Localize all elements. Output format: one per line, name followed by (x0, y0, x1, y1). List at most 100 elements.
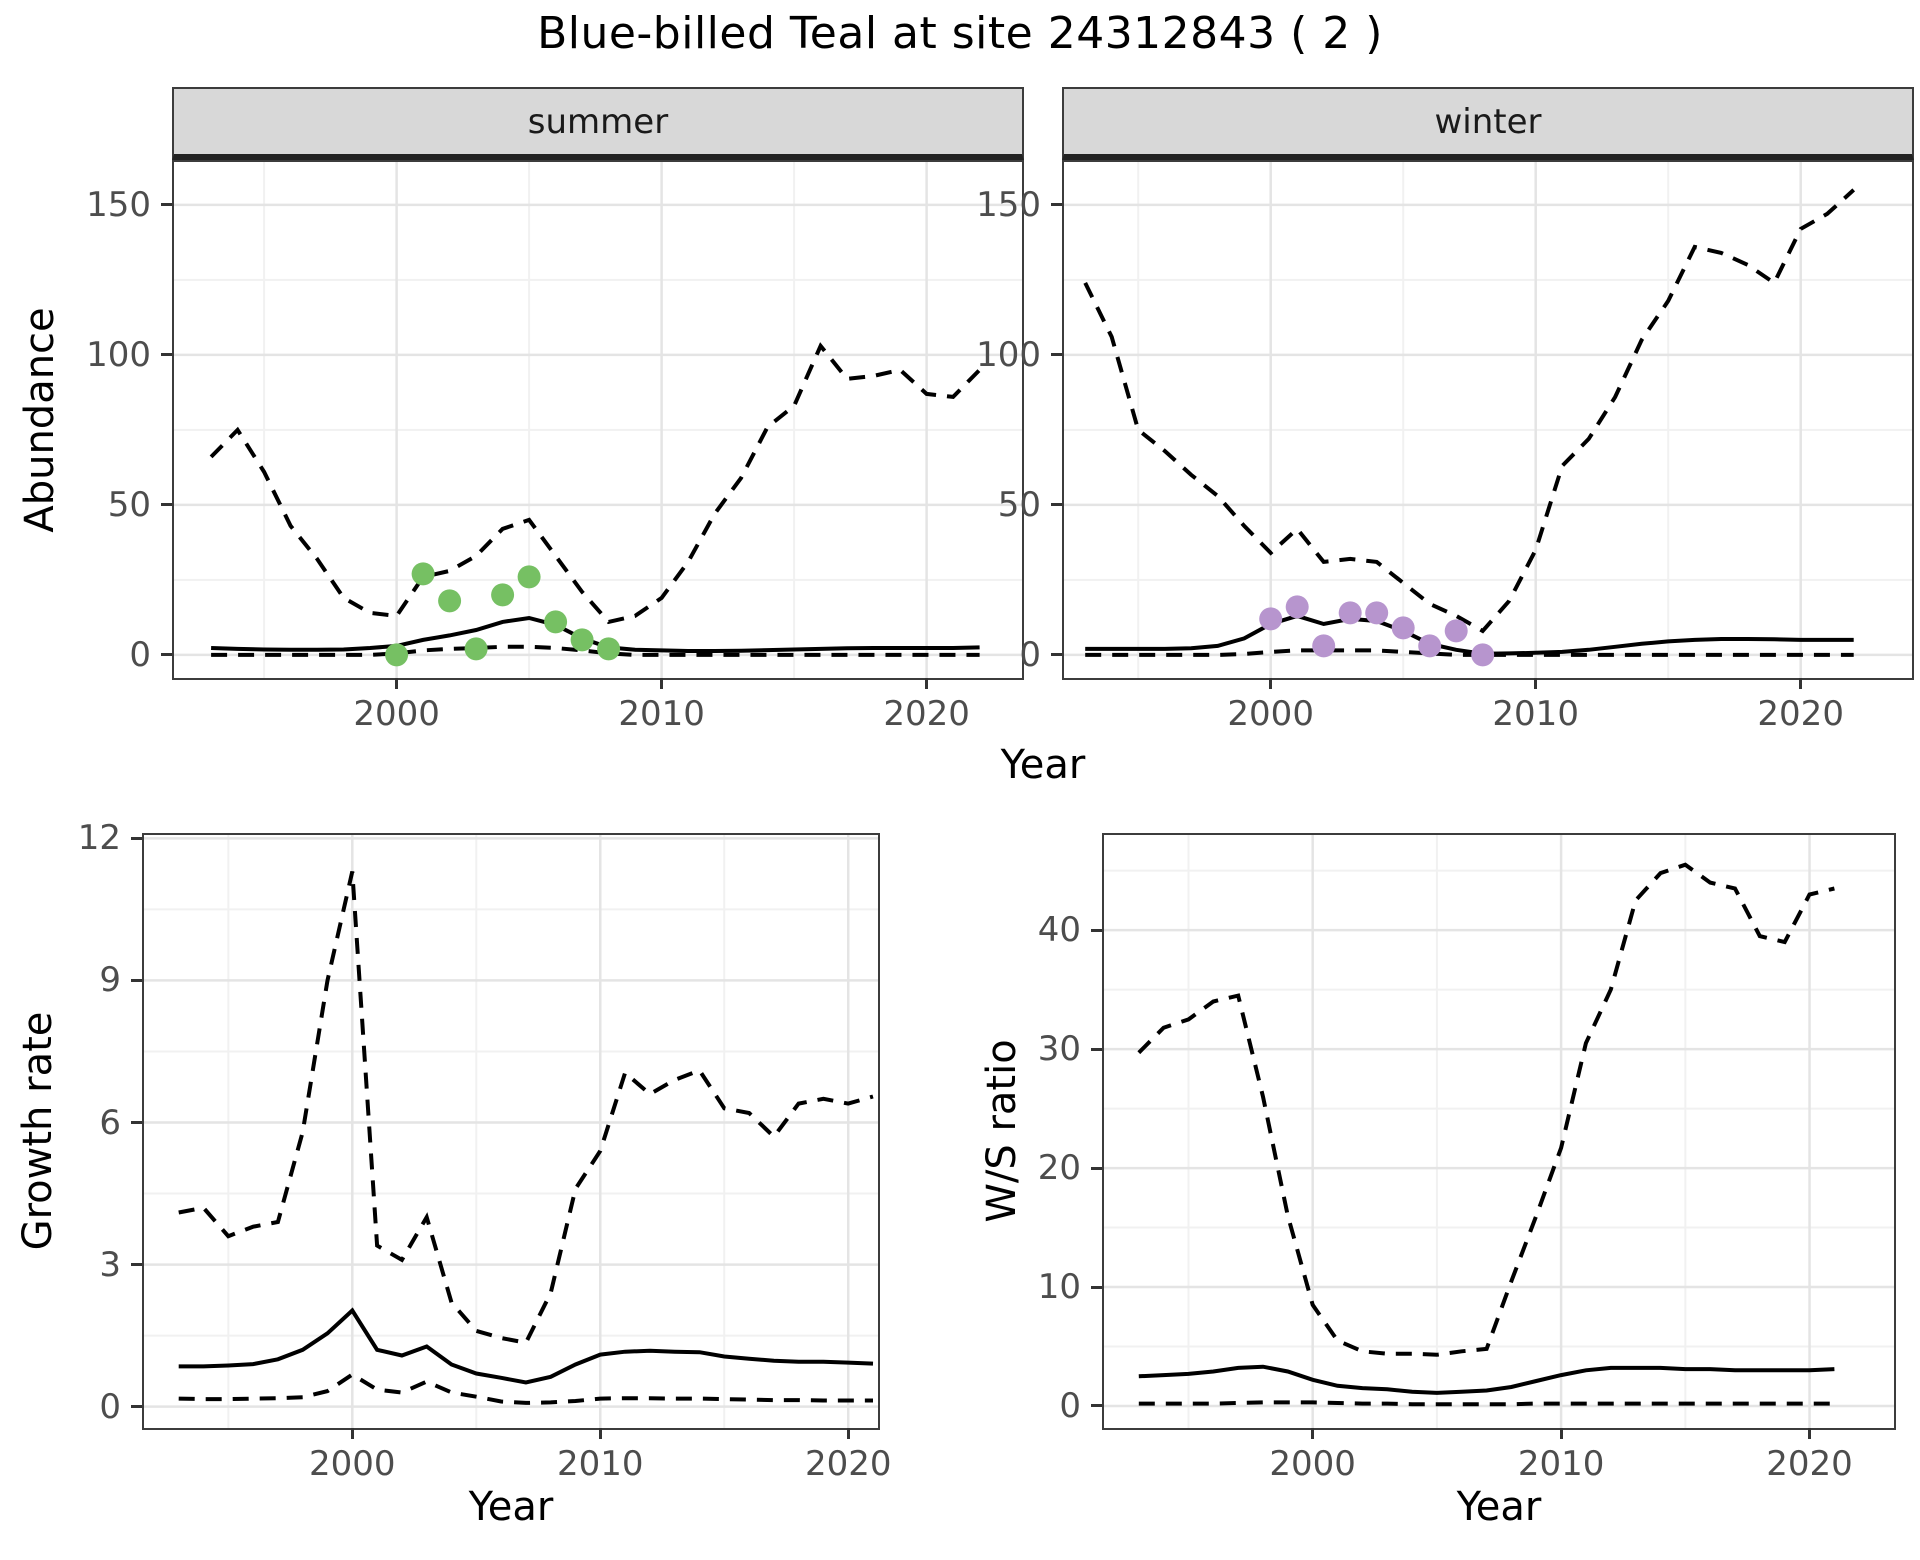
summer_observations-point (411, 562, 435, 586)
y-tick-mark (161, 653, 172, 657)
winter_observations-point (1365, 601, 1389, 625)
y-tick-label: 0 (129, 634, 151, 675)
y-tick-label: 50 (997, 484, 1041, 525)
winter_observations-point (1285, 595, 1309, 619)
y-tick-mark (1051, 353, 1062, 357)
summer_observations-point (517, 565, 541, 589)
summer_observations-point (464, 637, 488, 661)
x-tick-mark (846, 1428, 850, 1439)
x-tick-label: 2010 (1492, 694, 1579, 734)
x-tick-mark (598, 1428, 602, 1439)
winter_observations-point (1418, 634, 1442, 658)
x-tick-label: 2020 (804, 1444, 892, 1484)
y-tick-label: 150 (976, 184, 1041, 225)
winter-lower_ci-line (1085, 648, 1854, 657)
growth-lower_ci-line (178, 1372, 873, 1405)
x-tick-label: 2000 (309, 1444, 396, 1484)
y-tick-label: 12 (77, 818, 121, 859)
x-tick-label: 2010 (557, 1444, 644, 1484)
growth-estimate-line (178, 1307, 874, 1385)
facet-strip-winter-label: winter (1434, 101, 1542, 142)
x-tick-mark (395, 678, 399, 689)
summer-lower_ci-line (211, 644, 980, 657)
y-tick-mark (1091, 928, 1102, 932)
y-tick-mark (1051, 203, 1062, 207)
x-axis-title-year-top: Year (1000, 742, 1086, 788)
summer_observations-point (491, 583, 515, 607)
y-tick-mark (1091, 1166, 1102, 1170)
summer-upper_ci-line (209, 342, 982, 625)
winter_observations-point (1338, 601, 1362, 625)
y-tick-mark (131, 1121, 142, 1124)
y-tick-mark (1051, 503, 1062, 507)
y-tick-mark (1091, 1047, 1102, 1051)
y-tick-label: 20 (1037, 1148, 1081, 1189)
y-tick-label: 30 (1037, 1029, 1081, 1070)
ws-estimate-line (1138, 1364, 1835, 1395)
x-tick-label: 2020 (1766, 1444, 1853, 1484)
y-tick-label: 150 (86, 184, 151, 225)
x-tick-mark (1799, 678, 1803, 689)
ws-lower_ci-line (1138, 1400, 1835, 1407)
y-tick-label: 9 (99, 960, 121, 1001)
winter-upper_ci-line (1083, 188, 1856, 634)
panel-growth-rate (142, 833, 880, 1430)
facet-strip-summer-label: summer (527, 101, 669, 142)
chart-svg-summer (174, 162, 1022, 678)
x-tick-mark (1269, 678, 1273, 689)
y-tick-mark (161, 503, 172, 507)
y-tick-mark (131, 978, 142, 982)
y-tick-label: 40 (1037, 910, 1081, 951)
facet-strip-summer: summer (172, 87, 1024, 160)
y-tick-mark (131, 1405, 142, 1409)
chart-svg-ws (1104, 835, 1894, 1428)
y-tick-mark (131, 836, 142, 840)
x-tick-label: 2020 (883, 694, 970, 734)
y-tick-label: 6 (99, 1102, 121, 1143)
y-tick-label: 0 (99, 1386, 121, 1427)
x-tick-label: 2000 (1227, 694, 1314, 734)
facet-strip-winter: winter (1062, 87, 1914, 160)
winter-estimate-line (1085, 613, 1854, 656)
x-tick-label: 2000 (1269, 1444, 1356, 1484)
panel-abundance-summer (172, 160, 1024, 680)
panel-abundance-winter (1062, 160, 1914, 680)
growth-upper_ci-line (178, 871, 874, 1345)
y-tick-label: 10 (1037, 1267, 1081, 1308)
panel-ws-ratio (1102, 833, 1896, 1430)
x-tick-label: 2010 (618, 694, 705, 734)
summer_observations-point (570, 628, 594, 652)
y-tick-mark (1051, 653, 1062, 657)
winter_observations-point (1312, 634, 1336, 658)
winter_observations-point (1259, 607, 1283, 631)
summer_observations-point (597, 637, 621, 661)
x-tick-mark (350, 1428, 354, 1439)
x-axis-title-year-growth: Year (468, 1484, 554, 1530)
y-tick-label: 0 (1059, 1385, 1081, 1426)
summer_observations-point (385, 643, 409, 667)
y-tick-mark (1091, 1285, 1102, 1289)
y-tick-label: 0 (1019, 634, 1041, 675)
chart-title: Blue-billed Teal at site 24312843 ( 2 ) (537, 8, 1383, 59)
y-tick-mark (1091, 1404, 1102, 1408)
x-tick-label: 2020 (1757, 694, 1844, 734)
y-tick-label: 100 (976, 334, 1041, 375)
x-tick-label: 2010 (1517, 1444, 1605, 1484)
y-tick-mark (161, 353, 172, 357)
summer_observations-point (438, 589, 462, 613)
winter_observations-point (1444, 619, 1468, 643)
x-tick-mark (1808, 1428, 1812, 1439)
x-tick-mark (1559, 1428, 1563, 1439)
x-tick-label: 2000 (353, 694, 440, 734)
x-axis-title-year-ws: Year (1456, 1484, 1542, 1530)
summer-estimate-line (211, 615, 980, 653)
x-tick-mark (1534, 678, 1538, 689)
y-tick-label: 50 (107, 484, 151, 525)
x-tick-mark (660, 678, 664, 689)
x-tick-mark (1311, 1428, 1315, 1439)
x-tick-mark (925, 678, 929, 689)
chart-svg-winter (1064, 162, 1912, 678)
summer_observations-point (544, 610, 568, 634)
chart-svg-growth (144, 835, 878, 1428)
